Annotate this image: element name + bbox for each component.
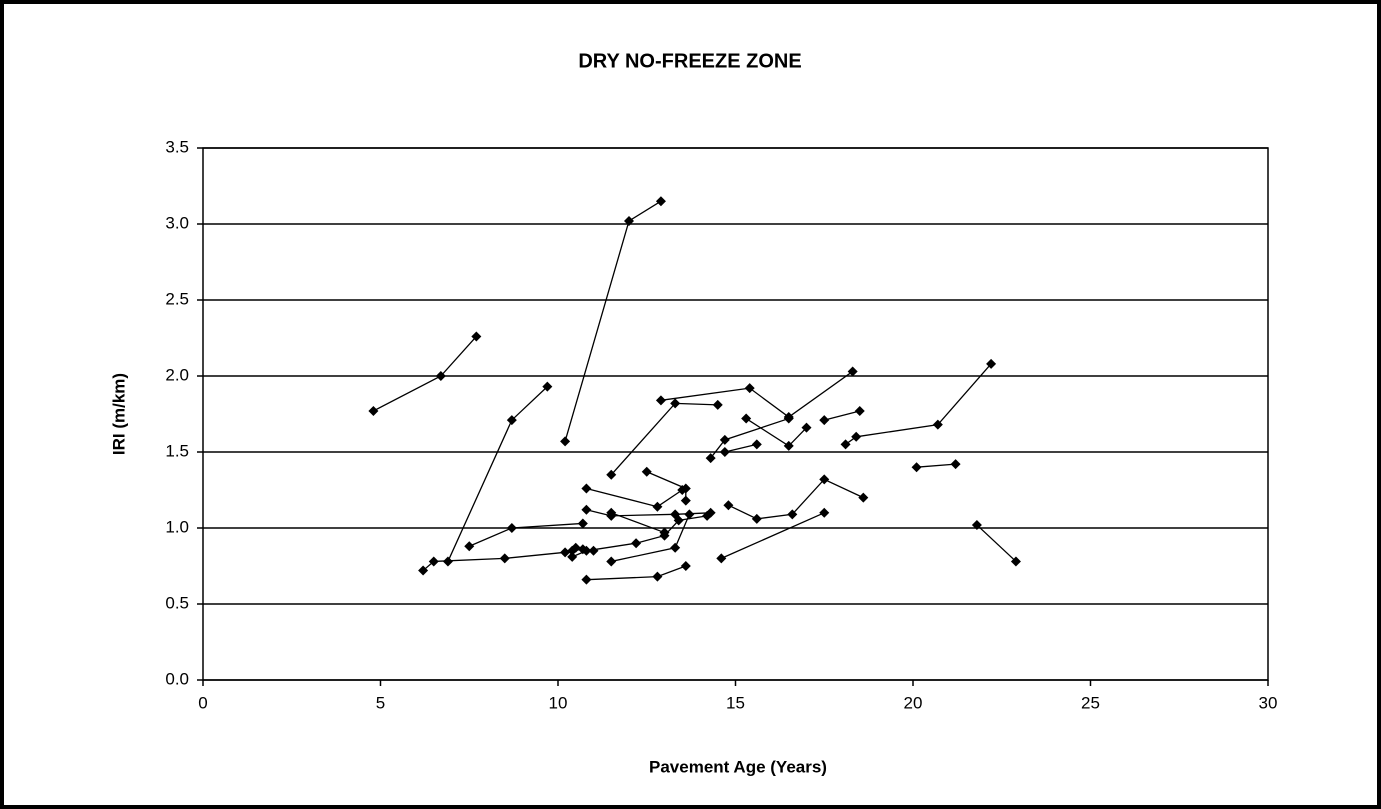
data-point [499,553,510,564]
data-point [624,215,634,226]
data-point [705,453,716,464]
data-point [677,485,688,495]
x-axis-label: Pavement Age (Years) [649,757,827,776]
series-line [611,512,665,534]
x-tick-label: 5 [376,693,385,712]
series-line [660,370,854,418]
data-point [577,518,588,529]
data-point [840,439,851,450]
data-point [641,466,652,477]
data-point [464,541,475,552]
data-point [652,501,663,512]
data-point [506,415,517,426]
data-point [1010,556,1021,567]
data-point [606,469,617,480]
y-tick-label: 3.5 [165,137,189,156]
data-point [712,399,723,410]
data-point [680,495,691,506]
data-point [719,447,730,457]
data-point [751,439,762,450]
y-tick-label: 2.5 [165,289,189,308]
x-tick-label: 20 [904,693,923,712]
data-point [655,196,666,207]
data-point [418,565,429,576]
data-point [606,507,617,518]
x-tick-label: 15 [726,693,745,712]
data-point [471,331,482,342]
data-point [581,504,592,515]
data-point [741,413,752,424]
series-line [845,363,992,445]
data-point [588,545,599,556]
data-point [819,474,830,485]
series-line [916,463,956,468]
series-line [824,410,860,421]
data-point [560,547,571,558]
data-point [783,413,794,424]
data-point [670,398,681,409]
data-point [368,405,379,416]
data-point [911,462,922,473]
data-point [819,415,830,426]
data-point [560,436,571,447]
data-point [435,371,446,381]
data-point [652,571,663,582]
y-tick-label: 2.0 [165,365,189,384]
data-point [542,381,553,392]
x-tick-label: 0 [198,693,207,712]
data-point [950,459,961,470]
data-point [631,538,642,549]
data-point [751,513,762,524]
y-tick-label: 1.0 [165,517,189,536]
data-point [819,507,830,518]
data-point [577,544,588,555]
data-point [847,366,858,377]
data-point [680,561,691,571]
data-point [783,440,794,451]
data-point [719,434,730,445]
data-point [428,556,439,567]
y-tick-label: 3.0 [165,213,189,232]
series-line [976,524,1017,562]
data-point [854,405,865,416]
chart-title: DRY NO-FREEZE ZONE [578,50,801,72]
y-tick-label: 1.5 [165,441,189,460]
series-line [724,443,757,453]
data-point [801,422,812,433]
plot-area [202,147,1269,681]
data-point [932,419,943,430]
data-point [567,551,578,562]
data-point [606,556,617,567]
data-point [659,530,670,541]
data-point [567,545,578,556]
data-point [702,510,713,521]
y-tick-label: 0.5 [165,593,189,612]
data-point [971,519,982,530]
series-line [721,512,825,559]
y-axis-label: IRI (m/km) [109,373,128,455]
x-tick-label: 25 [1081,693,1100,712]
data-point [787,509,798,520]
data-point [851,431,862,442]
data-point [684,509,695,520]
data-point [723,500,734,511]
data-point [986,358,997,369]
data-point [581,574,592,585]
y-tick-label: 0.0 [165,669,189,688]
x-tick-label: 10 [549,693,568,712]
data-point [581,483,592,494]
x-tick-label: 30 [1259,693,1278,712]
data-point [744,383,755,394]
data-point [858,492,869,503]
data-point [673,515,684,526]
data-point [670,542,681,553]
data-point [506,523,517,533]
data-point [716,553,727,564]
data-point [655,395,666,406]
